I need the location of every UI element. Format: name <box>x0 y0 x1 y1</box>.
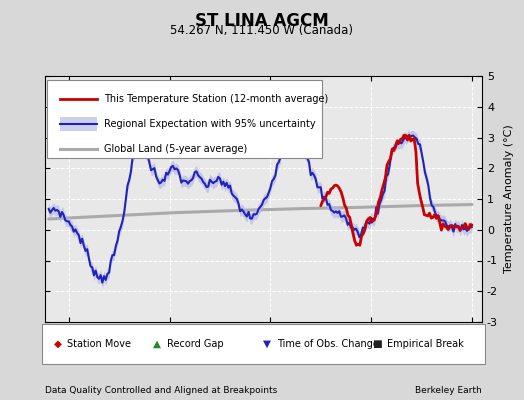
Text: Berkeley Earth: Berkeley Earth <box>416 386 482 395</box>
Text: ST LINA AGCM: ST LINA AGCM <box>195 12 329 30</box>
Text: Data Quality Controlled and Aligned at Breakpoints: Data Quality Controlled and Aligned at B… <box>45 386 277 395</box>
Y-axis label: Temperature Anomaly (°C): Temperature Anomaly (°C) <box>504 125 514 273</box>
Text: ▲: ▲ <box>153 339 161 349</box>
Text: 54.267 N, 111.450 W (Canada): 54.267 N, 111.450 W (Canada) <box>170 24 354 37</box>
Text: Time of Obs. Change: Time of Obs. Change <box>277 339 378 349</box>
Text: ■: ■ <box>373 339 382 349</box>
Text: Global Land (5-year average): Global Land (5-year average) <box>104 144 247 154</box>
Text: ▼: ▼ <box>263 339 271 349</box>
Text: Station Move: Station Move <box>67 339 131 349</box>
Text: Regional Expectation with 95% uncertainty: Regional Expectation with 95% uncertaint… <box>104 119 315 129</box>
Text: Empirical Break: Empirical Break <box>387 339 463 349</box>
FancyBboxPatch shape <box>47 80 322 158</box>
Text: This Temperature Station (12-month average): This Temperature Station (12-month avera… <box>104 94 328 104</box>
Text: Record Gap: Record Gap <box>167 339 223 349</box>
Text: ◆: ◆ <box>53 339 62 349</box>
